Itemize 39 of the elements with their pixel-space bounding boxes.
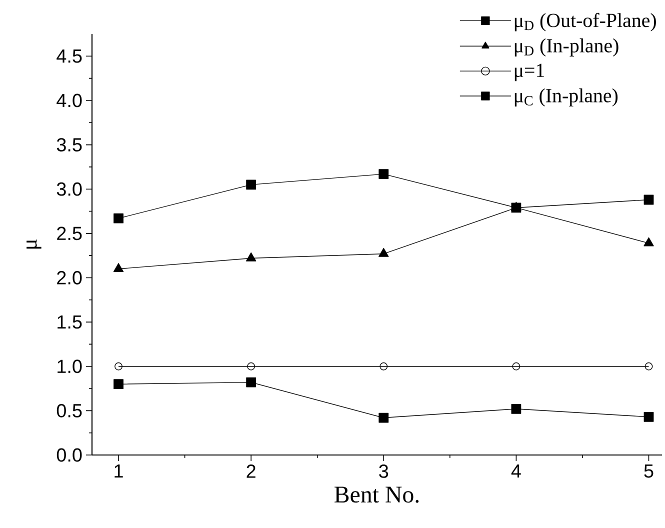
point (378, 412, 389, 423)
x-tick-label: 2 (246, 464, 256, 478)
y-tick-label: 4.5 (56, 50, 82, 63)
point (512, 362, 520, 370)
x-tick-label: 1 (114, 464, 123, 478)
y-tick-label: 0.0 (56, 448, 82, 462)
point (511, 404, 522, 414)
legend-label: μ=1 (514, 64, 544, 82)
point (114, 362, 122, 370)
x-tick-label: 4 (511, 464, 521, 478)
point (246, 180, 256, 190)
point (644, 412, 654, 422)
point (378, 169, 389, 179)
x-tick-label: 5 (644, 464, 654, 478)
point (114, 379, 124, 390)
y-tick-label: 0.5 (56, 404, 82, 418)
point (246, 252, 256, 262)
point (378, 248, 389, 257)
point (114, 213, 124, 224)
y-tick-label: 4.0 (56, 94, 82, 108)
y-tick-label: 2.5 (57, 226, 82, 240)
y-tick-label: 1.5 (58, 315, 82, 329)
legend-label: μ$_{D}$ (Out-of-Plane) (514, 12, 656, 32)
point (113, 263, 124, 272)
point (644, 362, 653, 370)
point (644, 194, 654, 205)
legend-label: μ$_{D}$ (In-plane) (514, 38, 618, 57)
x-tick-label: 3 (379, 464, 388, 478)
legend-label: μ$_{C}$ (In-plane) (514, 88, 618, 106)
point (247, 362, 256, 370)
y-tick-label: 2.0 (57, 271, 82, 284)
y-axis-title: μ (26, 240, 42, 249)
x-axis-title: Bent No. (334, 486, 419, 503)
y-tick-label: 3.0 (56, 182, 82, 196)
y-tick-label: 1.0 (58, 360, 82, 374)
point (380, 362, 388, 370)
point (246, 377, 256, 388)
point (644, 237, 654, 246)
y-tick-label: 3.5 (56, 138, 82, 152)
